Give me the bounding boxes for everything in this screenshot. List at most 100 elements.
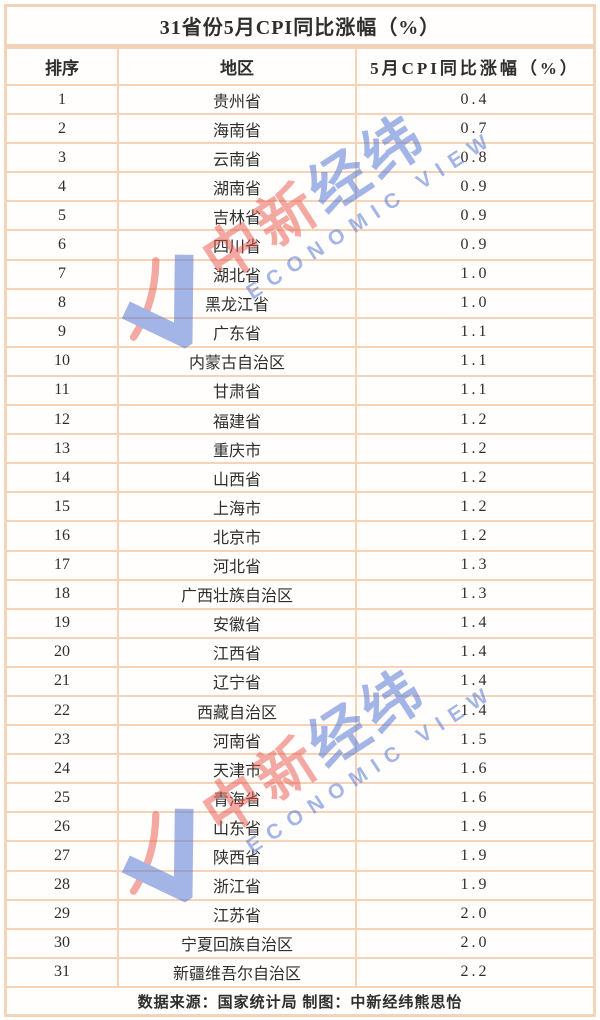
value-cell: 0.7 xyxy=(460,119,490,137)
table-row: 18 广西壮族自治区 1.3 xyxy=(7,578,593,608)
rank-cell: 7 xyxy=(7,260,119,288)
value-cell: 0.9 xyxy=(460,206,490,224)
region-cell: 浙江省 xyxy=(119,871,357,899)
value-cell: 1.2 xyxy=(460,468,490,486)
header-region: 地区 xyxy=(119,49,357,84)
table-row: 15 上海市 1.2 xyxy=(7,491,593,521)
rank-cell: 31 xyxy=(7,958,119,986)
table-row: 12 福建省 1.2 xyxy=(7,404,593,434)
value-cell: 2.0 xyxy=(460,934,490,952)
region-cell: 吉林省 xyxy=(119,202,357,230)
region-cell: 江西省 xyxy=(119,638,357,666)
region-cell: 贵州省 xyxy=(119,86,357,114)
rank-cell: 27 xyxy=(7,842,119,870)
region-cell: 福建省 xyxy=(119,406,357,434)
value-cell: 1.4 xyxy=(460,672,490,690)
value-cell: 1.3 xyxy=(460,556,490,574)
value-cell: 1.2 xyxy=(460,439,490,457)
value-cell: 1.1 xyxy=(460,381,490,399)
region-cell: 甘肃省 xyxy=(119,376,357,405)
table-row: 23 河南省 1.5 xyxy=(7,724,593,754)
table-row: 10 内蒙古自治区 1.1 xyxy=(7,345,593,375)
region-cell: 云南省 xyxy=(119,144,357,172)
value-cell: 1.9 xyxy=(460,846,490,864)
table-row: 16 北京市 1.2 xyxy=(7,520,593,550)
value-cell: 1.2 xyxy=(460,410,490,428)
table-row: 7 湖北省 1.0 xyxy=(7,258,593,288)
value-cell: 1.5 xyxy=(460,730,490,748)
rank-cell: 26 xyxy=(7,813,119,841)
region-cell: 广西壮族自治区 xyxy=(119,580,357,608)
region-cell: 河北省 xyxy=(119,551,357,579)
region-cell: 河南省 xyxy=(119,726,357,754)
region-cell: 湖北省 xyxy=(119,260,357,288)
region-cell: 北京市 xyxy=(119,522,357,550)
table-row: 27 陕西省 1.9 xyxy=(7,840,593,870)
rank-cell: 8 xyxy=(7,289,119,317)
value-cell: 1.4 xyxy=(460,614,490,632)
rank-cell: 18 xyxy=(7,580,119,608)
rank-cell: 20 xyxy=(7,638,119,666)
rank-cell: 16 xyxy=(7,522,119,550)
rank-cell: 19 xyxy=(7,609,119,637)
table-row: 6 四川省 0.9 xyxy=(7,229,593,259)
table-row: 24 天津市 1.6 xyxy=(7,753,593,783)
value-cell: 0.8 xyxy=(460,148,490,166)
cpi-table-card: 31省份5月CPI同比涨幅（%） 排序 地区 5月CPI同比涨幅（%） 1 贵州… xyxy=(4,4,596,1017)
value-cell: 1.2 xyxy=(460,497,490,515)
region-cell: 安徽省 xyxy=(119,609,357,637)
value-cell: 1.4 xyxy=(460,643,490,661)
region-cell: 山西省 xyxy=(119,464,357,492)
value-cell: 1.0 xyxy=(460,265,490,283)
rank-cell: 23 xyxy=(7,726,119,754)
rank-cell: 11 xyxy=(7,376,119,405)
value-cell: 2.2 xyxy=(460,963,490,981)
value-cell: 0.9 xyxy=(460,177,490,195)
value-cell: 1.1 xyxy=(460,352,490,370)
table-row: 19 安徽省 1.4 xyxy=(7,607,593,637)
table-row: 22 西藏自治区 1.4 xyxy=(7,694,593,725)
table-row: 28 浙江省 1.9 xyxy=(7,869,593,899)
value-cell: 0.9 xyxy=(460,236,490,254)
table-row: 2 海南省 0.7 xyxy=(7,113,593,143)
region-cell: 江苏省 xyxy=(119,900,357,928)
rank-cell: 13 xyxy=(7,435,119,463)
rank-cell: 2 xyxy=(7,115,119,143)
table-row: 20 江西省 1.4 xyxy=(7,636,593,666)
rank-cell: 12 xyxy=(7,406,119,434)
value-cell: 1.3 xyxy=(460,585,490,603)
table-row: 11 甘肃省 1.1 xyxy=(7,374,593,405)
region-cell: 辽宁省 xyxy=(119,667,357,695)
region-cell: 山东省 xyxy=(119,813,357,841)
region-cell: 上海市 xyxy=(119,493,357,521)
value-cell: 1.1 xyxy=(460,323,490,341)
table-row: 1 贵州省 0.4 xyxy=(7,84,593,114)
rank-cell: 10 xyxy=(7,347,119,375)
rank-cell: 3 xyxy=(7,144,119,172)
table-row: 14 山西省 1.2 xyxy=(7,462,593,492)
table-row: 31 新疆维吾尔自治区 2.2 xyxy=(7,956,593,986)
table-body: 1 贵州省 0.4 2 海南省 0.7 3 云南省 0.8 4 湖南省 0.9 … xyxy=(7,84,593,986)
region-cell: 重庆市 xyxy=(119,435,357,463)
table-row: 8 黑龙江省 1.0 xyxy=(7,287,593,317)
region-cell: 海南省 xyxy=(119,115,357,143)
rank-cell: 15 xyxy=(7,493,119,521)
value-cell: 1.2 xyxy=(460,526,490,544)
table-row: 5 吉林省 0.9 xyxy=(7,200,593,230)
table-row: 29 江苏省 2.0 xyxy=(7,898,593,928)
region-cell: 天津市 xyxy=(119,755,357,783)
rank-cell: 28 xyxy=(7,871,119,899)
region-cell: 青海省 xyxy=(119,784,357,812)
value-cell: 1.4 xyxy=(460,701,490,719)
value-cell: 2.0 xyxy=(460,905,490,923)
rank-cell: 4 xyxy=(7,173,119,201)
value-cell: 1.9 xyxy=(460,817,490,835)
rank-cell: 17 xyxy=(7,551,119,579)
rank-cell: 30 xyxy=(7,929,119,957)
rank-cell: 9 xyxy=(7,318,119,346)
region-cell: 黑龙江省 xyxy=(119,289,357,317)
rank-cell: 29 xyxy=(7,900,119,928)
value-cell: 1.0 xyxy=(460,294,490,312)
region-cell: 广东省 xyxy=(119,318,357,346)
